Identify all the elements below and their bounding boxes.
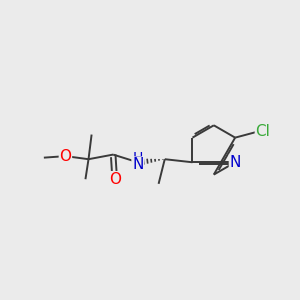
Text: N: N: [230, 155, 241, 170]
Text: N: N: [132, 157, 143, 172]
Text: Cl: Cl: [255, 124, 270, 139]
Text: O: O: [109, 172, 121, 187]
Text: O: O: [59, 148, 71, 164]
Text: H: H: [133, 152, 143, 165]
